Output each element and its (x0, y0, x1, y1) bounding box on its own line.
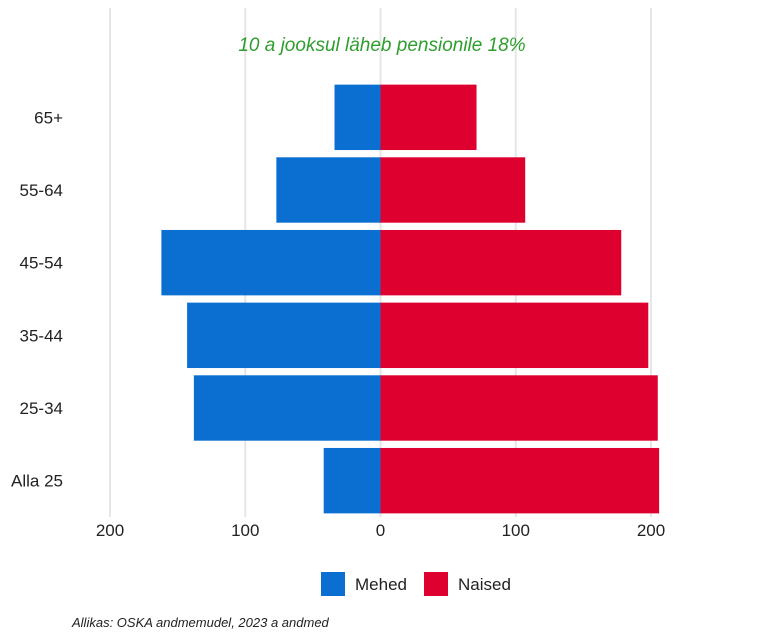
x-tick-label: 200 (637, 521, 665, 540)
y-tick-label: Alla 25 (11, 472, 63, 491)
bar-mehed-0 (334, 84, 381, 151)
chart-annotation: 10 a jooksul läheb pensionile 18% (238, 35, 525, 56)
bar-mehed-2 (161, 229, 381, 296)
x-tick-label: 100 (231, 521, 259, 540)
x-axis-tick-labels: 200 100 0 100 200 (96, 521, 665, 540)
bars (161, 84, 660, 514)
x-tick-label: 200 (96, 521, 124, 540)
bar-naised-3 (380, 302, 649, 369)
bar-naised-1 (380, 157, 526, 223)
bar-naised-5 (380, 447, 660, 514)
y-tick-label: 55-64 (20, 181, 63, 200)
legend-label-mehed: Mehed (355, 575, 407, 594)
y-tick-label: 45-54 (20, 254, 63, 273)
y-tick-label: 65+ (34, 108, 63, 127)
bar-mehed-5 (323, 447, 381, 514)
legend-swatch-naised (424, 572, 448, 596)
bar-naised-2 (380, 229, 622, 296)
bar-mehed-1 (276, 157, 381, 223)
legend-swatch-mehed (321, 572, 345, 596)
legend: Mehed Naised (321, 572, 511, 596)
bar-naised-4 (380, 375, 658, 441)
bar-mehed-4 (193, 375, 381, 441)
legend-label-naised: Naised (458, 575, 511, 594)
x-tick-label: 100 (502, 521, 530, 540)
y-tick-label: 35-44 (20, 326, 63, 345)
source-note: Allikas: OSKA andmemudel, 2023 a andmed (72, 615, 329, 630)
bar-mehed-3 (187, 302, 381, 369)
y-axis-tick-labels: 65+ 55-64 45-54 35-44 25-34 Alla 25 (11, 108, 63, 490)
bar-naised-0 (380, 84, 477, 151)
x-tick-label: 0 (376, 521, 385, 540)
y-tick-label: 25-34 (20, 399, 63, 418)
